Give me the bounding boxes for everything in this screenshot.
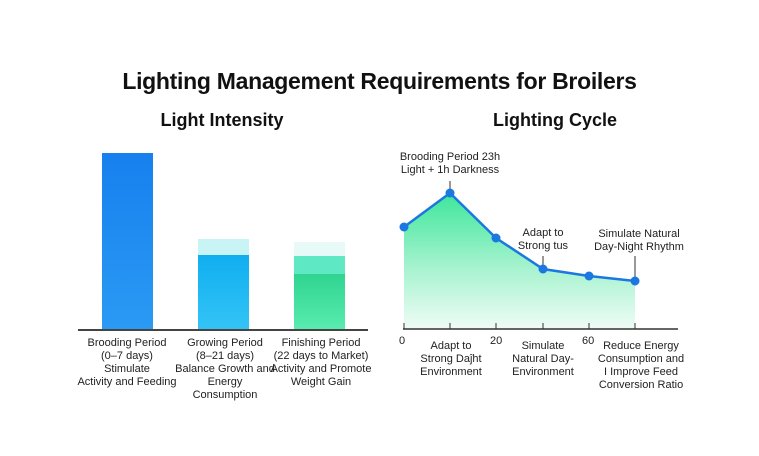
label-line: Energy Consumption	[192, 376, 258, 401]
label-line: Growing Period	[187, 337, 263, 349]
label-line: Reduce Energy	[603, 340, 679, 352]
annotation-simulate: Simulate Natural Day-Night Rhythm	[592, 228, 686, 254]
label-line: Adapt to	[430, 340, 472, 352]
data-line	[403, 191, 636, 283]
bar-finishing	[294, 274, 345, 329]
label-line: (0–7 days)	[101, 350, 153, 362]
bar-finishing-range	[294, 242, 345, 256]
left-x-axis	[78, 329, 368, 331]
x-tick-20: 20	[490, 335, 503, 347]
label-line: Balance Growth and	[175, 363, 275, 375]
annotation-line: Light + 1h Darkness	[400, 164, 500, 176]
label-line: Natural Day-	[512, 353, 574, 365]
label-line: I Improve Feed	[604, 366, 678, 378]
label-line: Brooding Period	[87, 337, 167, 349]
label-line: Stimulate	[104, 363, 150, 375]
x-category-label-adapt: Adapt to Strong Daĵht Environment	[414, 340, 488, 379]
bar-finishing-mid	[294, 256, 345, 274]
label-line: Strong Daĵht	[420, 353, 482, 365]
lighting-cycle-title: Lighting Cycle	[492, 110, 617, 130]
label-line: (8–21 days)	[195, 350, 255, 362]
x-tick-0: 0	[399, 335, 406, 347]
label-line: Activity and Promote	[270, 363, 372, 375]
annotation-line: Simulate Natural	[598, 228, 680, 240]
page-title: Lighting Management Requirements for Bro…	[122, 68, 637, 94]
label-line: Environment	[420, 366, 482, 378]
label-line: Simulate	[521, 340, 565, 352]
x-category-label-simulate: Simulate Natural Day- Environment	[506, 340, 580, 379]
label-line: Conversion Ratio	[598, 379, 684, 391]
area-fill	[404, 193, 635, 329]
bar-brooding	[102, 153, 153, 329]
annotation-line: Day-Night Rhythm	[594, 241, 684, 253]
light-intensity-title: Light Intensity	[160, 110, 284, 130]
label-line: (22 days to Market)	[273, 350, 369, 362]
category-label-finishing: Finishing Period (22 days to Market) Act…	[270, 337, 372, 389]
category-label-growing: Growing Period (8–21 days) Balance Growt…	[174, 337, 276, 402]
label-line: Environment	[512, 366, 574, 378]
category-label-brooding: Brooding Period (0–7 days) Stimulate Act…	[72, 337, 182, 389]
x-category-label-reduce: Reduce Energy Consumption and I Improve …	[596, 340, 686, 392]
annotation-line: Adapt to	[522, 227, 564, 239]
bar-growing	[198, 255, 249, 329]
label-line: Consumption and	[597, 353, 685, 365]
annotation-adapt: Adapt to Strong tus	[510, 227, 576, 253]
x-tick-60: 60	[582, 335, 595, 347]
annotation-brooding: Brooding Period 23h Light + 1h Darkness	[390, 151, 510, 177]
label-line: Finishing Period	[281, 337, 361, 349]
bar-growing-range	[198, 239, 249, 255]
annotation-line: Brooding Period 23h	[399, 151, 501, 163]
label-line: Weight Gain	[290, 376, 352, 388]
label-line: Activity and Feeding	[77, 376, 177, 388]
annotation-line: Strong tus	[517, 240, 569, 252]
